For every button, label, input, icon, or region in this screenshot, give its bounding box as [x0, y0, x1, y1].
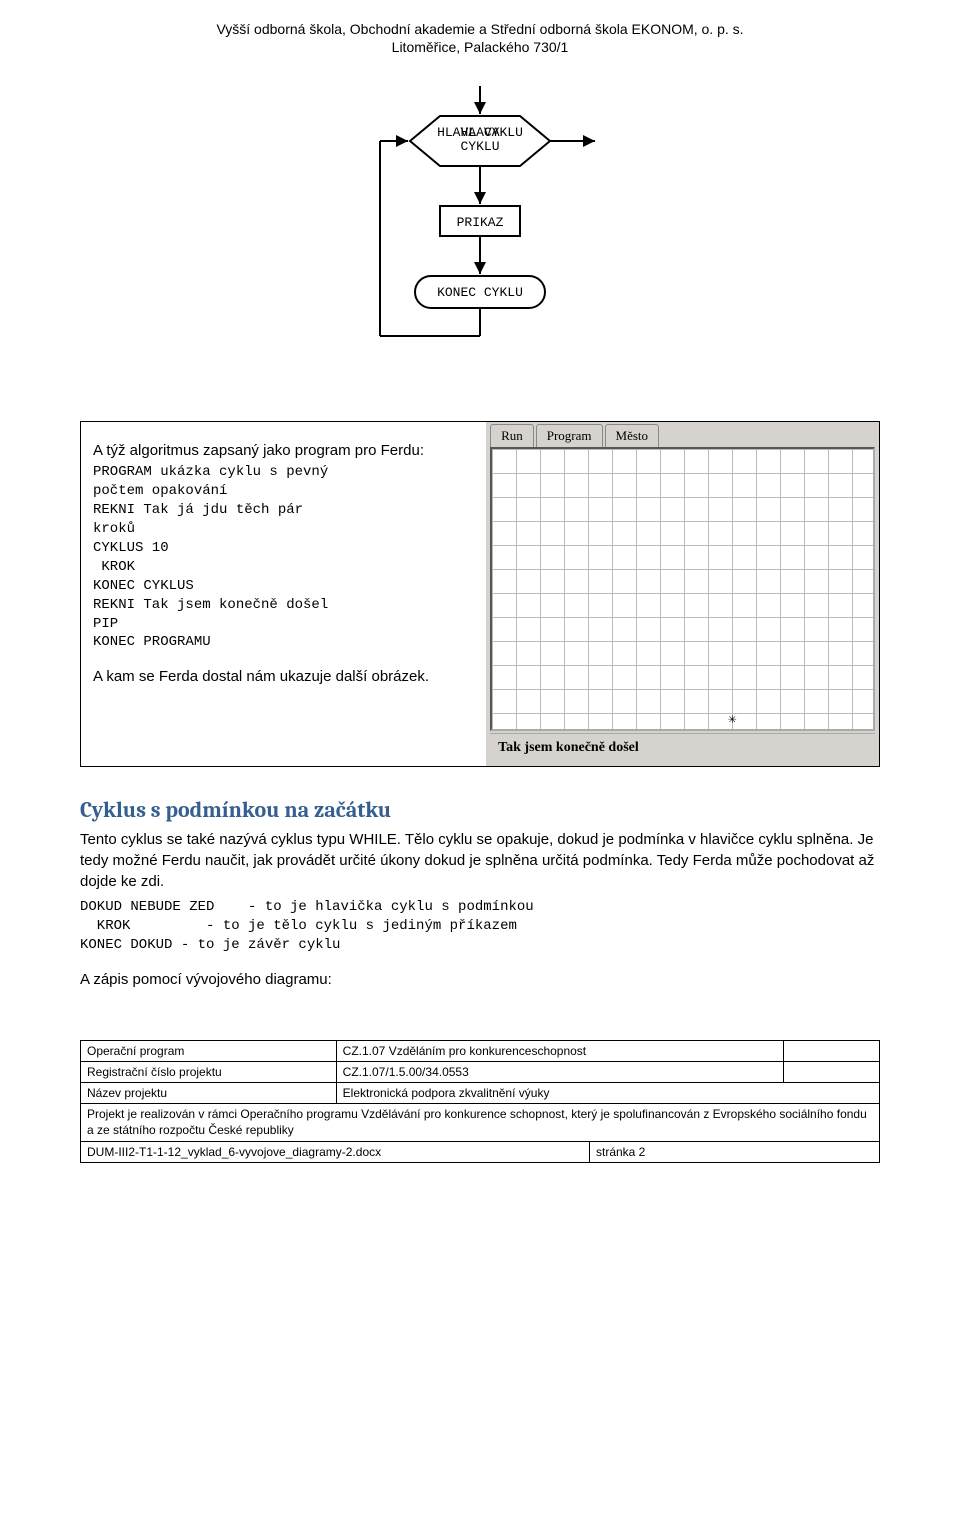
table-row: Operační program CZ.1.07 Vzděláním pro k…	[81, 1041, 880, 1062]
ferda-marker: ✳	[728, 711, 736, 727]
footer-cell: CZ.1.07/1.5.00/34.0553	[336, 1062, 783, 1083]
page: Vyšší odborná škola, Obchodní akademie a…	[0, 0, 960, 1193]
school-header: Vyšší odborná škola, Obchodní akademie a…	[80, 20, 880, 66]
footer-cell: Operační program	[81, 1041, 337, 1062]
footer-cell: Registrační číslo projektu	[81, 1062, 337, 1083]
svg-text:KONEC CYKLU: KONEC CYKLU	[437, 285, 523, 300]
footer-cell	[784, 1041, 880, 1062]
left-column: A týž algoritmus zapsaný jako program pr…	[81, 422, 472, 766]
svg-text:PRIKAZ: PRIKAZ	[457, 215, 504, 230]
tab-mesto[interactable]: Město	[605, 424, 660, 447]
between-text: A kam se Ferda dostal nám ukazuje další …	[93, 666, 460, 687]
footer-cell: CZ.1.07 Vzděláním pro konkurenceschopnos…	[336, 1041, 783, 1062]
flowchart-svg: HLAVA CYKLU HLAVACYKLU PRIKAZ KONEC CYKL…	[360, 86, 600, 386]
code-block-1: PROGRAM ukázka cyklu s pevný počtem opak…	[93, 463, 460, 652]
footer-table: Operační program CZ.1.07 Vzděláním pro k…	[80, 1040, 880, 1104]
ferda-grid: ✳	[490, 447, 875, 731]
tab-run[interactable]: Run	[490, 424, 534, 447]
footer-filename: DUM-III2-T1-1-12_vyklad_6-vyvojove_diagr…	[80, 1142, 589, 1163]
footer-cell: Název projektu	[81, 1083, 337, 1104]
svg-text:HLAVACYKLU: HLAVACYKLU	[460, 125, 499, 154]
footer-cell: Elektronická podpora zkvalitnění výuky	[336, 1083, 879, 1104]
code-block-2: DOKUD NEBUDE ZED - to je hlavička cyklu …	[80, 898, 880, 955]
code-and-app-row: A týž algoritmus zapsaný jako program pr…	[80, 421, 880, 767]
flowchart-diagram: HLAVA CYKLU HLAVACYKLU PRIKAZ KONEC CYKL…	[360, 86, 600, 391]
table-row: Název projektu Elektronická podpora zkva…	[81, 1083, 880, 1104]
ferda-app-panel: Run Program Město ✳ Tak jsem konečně doš…	[486, 422, 879, 766]
footer-note: Projekt je realizován v rámci Operačního…	[80, 1104, 880, 1142]
tab-program[interactable]: Program	[536, 424, 603, 447]
header-line-2: Litoměřice, Palackého 730/1	[80, 38, 880, 56]
header-line-1: Vyšší odborná škola, Obchodní akademie a…	[80, 20, 880, 38]
after-code-2: A zápis pomocí vývojového diagramu:	[80, 969, 880, 990]
status-bar: Tak jsem konečně došel	[490, 733, 875, 762]
heading-condition-loop: Cyklus s podmínkou na začátku	[80, 797, 880, 823]
footer-cell	[784, 1062, 880, 1083]
body-paragraph-2: Tento cyklus se také nazývá cyklus typu …	[80, 829, 880, 892]
footer-page: stránka 2	[589, 1142, 880, 1163]
section-title-1: A týž algoritmus zapsaný jako program pr…	[93, 442, 460, 459]
table-row: Registrační číslo projektu CZ.1.07/1.5.0…	[81, 1062, 880, 1083]
footer-bottom: DUM-III2-T1-1-12_vyklad_6-vyvojove_diagr…	[80, 1142, 880, 1163]
tab-bar: Run Program Město	[486, 422, 879, 447]
